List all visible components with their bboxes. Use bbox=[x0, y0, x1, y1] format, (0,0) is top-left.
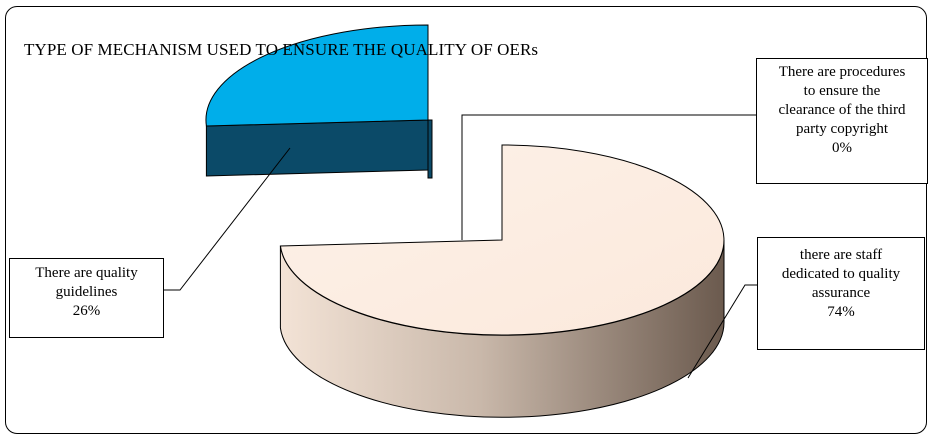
data-label-line: dedicated to quality bbox=[781, 266, 901, 282]
leader-line-staff bbox=[687, 284, 757, 379]
data-label-percent: 74% bbox=[827, 304, 855, 320]
pie-slice-guidelines-edge bbox=[427, 119, 433, 179]
pie-slice-guidelines-side bbox=[205, 119, 429, 177]
pie-slice-staff-quality-assurance bbox=[279, 144, 725, 336]
leader-line-copyright bbox=[461, 114, 756, 240]
data-label-line: assurance bbox=[811, 285, 871, 301]
data-label-staff: there are staff dedicated to quality ass… bbox=[757, 237, 925, 350]
data-label-copyright: There are procedures to ensure the clear… bbox=[756, 58, 928, 184]
pie-slice-quality-guidelines bbox=[205, 24, 429, 127]
data-label-line: clearance of the third bbox=[778, 102, 906, 118]
chart-title: TYPE OF MECHANISM USED TO ENSURE THE QUA… bbox=[24, 40, 539, 59]
data-label-line: party copyright bbox=[795, 121, 889, 137]
data-label-line: There are procedures bbox=[778, 64, 906, 80]
data-label-line: to ensure the bbox=[803, 83, 881, 99]
leader-line-guidelines bbox=[164, 147, 291, 291]
data-label-line: guidelines bbox=[55, 284, 118, 300]
data-label-line: there are staff bbox=[799, 247, 883, 263]
data-label-line: There are quality bbox=[35, 265, 138, 281]
data-label-guidelines: There are quality guidelines 26% bbox=[9, 258, 164, 338]
data-label-percent: 26% bbox=[72, 303, 101, 319]
data-label-percent: 0% bbox=[832, 140, 852, 156]
